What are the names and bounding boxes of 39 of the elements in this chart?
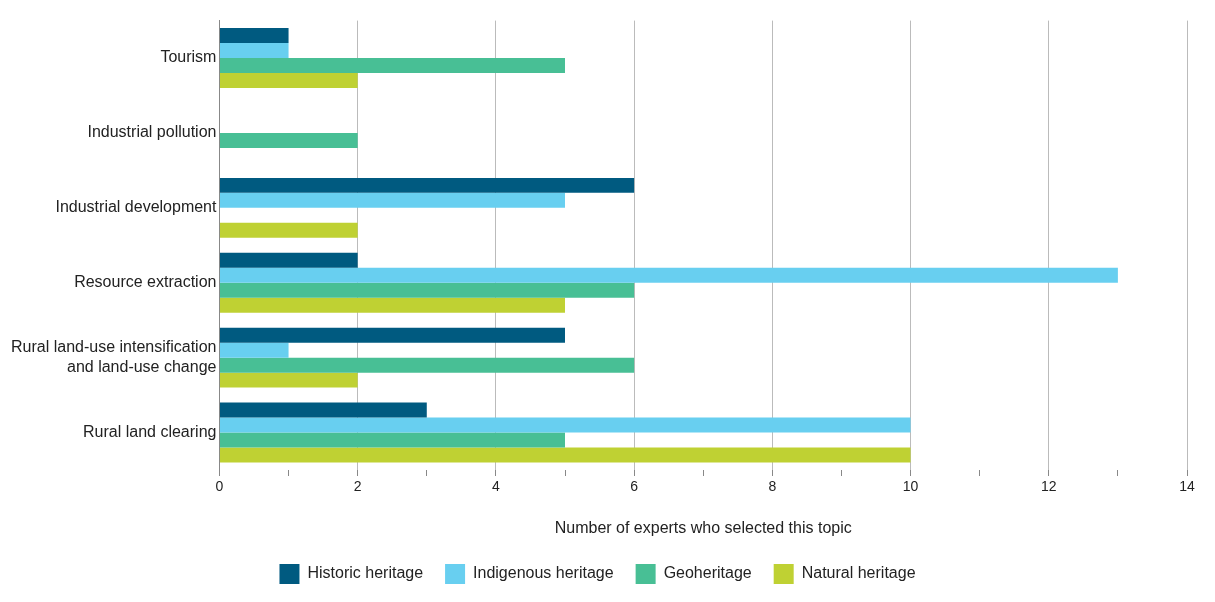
y-tick-label: Rural land-use intensification and land-use change (10, 338, 217, 375)
legend-label: Historic heritage (307, 564, 424, 582)
legend-label: Indigenous heritage (473, 564, 614, 582)
bar (219, 297, 565, 313)
bar (219, 282, 635, 298)
y-tick-label: Industrial pollution (87, 123, 217, 141)
y-tick-label: Industrial development (55, 198, 217, 216)
bar (219, 417, 911, 433)
bar (219, 177, 635, 193)
x-tick-label: 2 (353, 478, 362, 495)
x-tick-label: 8 (768, 478, 777, 495)
bar (219, 342, 289, 358)
x-tick-label: 14 (1179, 478, 1195, 495)
y-tick-label: Tourism (160, 48, 217, 66)
bar (219, 58, 565, 74)
bar (219, 267, 1118, 283)
x-axis-title: Number of experts who selected this topic (554, 518, 852, 536)
bar (219, 357, 635, 373)
y-tick-label: Resource extraction (74, 273, 217, 291)
y-tick-label: Rural land clearing (83, 422, 217, 440)
x-tick-label: 10 (902, 478, 919, 495)
bar (219, 73, 358, 89)
bar (219, 252, 358, 268)
x-tick-label: 0 (215, 478, 224, 495)
x-tick-label: 4 (491, 478, 500, 495)
bar (219, 132, 358, 148)
bar (219, 28, 289, 44)
bar (219, 432, 565, 448)
bar (219, 372, 358, 388)
bar (219, 402, 427, 418)
bar (219, 192, 565, 208)
bar (219, 43, 289, 59)
bar (219, 327, 565, 343)
legend-label: Geoheritage (663, 564, 752, 582)
legend-label: Natural heritage (801, 564, 916, 582)
bar (219, 447, 911, 463)
x-tick-label: 12 (1040, 478, 1057, 495)
bar (219, 222, 358, 238)
x-tick-label: 6 (630, 478, 639, 495)
